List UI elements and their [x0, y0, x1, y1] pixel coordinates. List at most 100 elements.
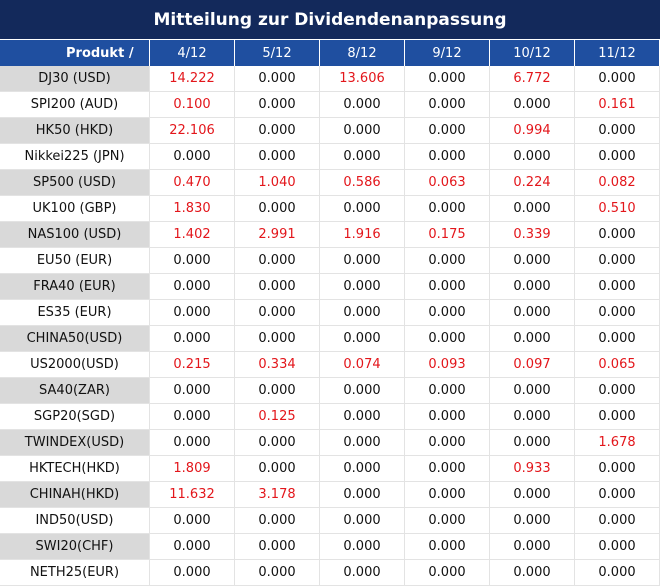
dividend-value: 0.000: [235, 534, 320, 560]
dividend-value: 0.000: [490, 196, 575, 222]
dividend-value: 0.000: [235, 456, 320, 482]
dividend-value: 0.000: [150, 508, 235, 534]
product-name: DJ30 (USD): [0, 66, 150, 92]
dividend-value: 0.000: [320, 92, 405, 118]
dividend-value: 0.000: [320, 300, 405, 326]
dividend-value: 14.222: [150, 66, 235, 92]
dividend-value: 0.000: [320, 248, 405, 274]
product-name: US2000(USD): [0, 352, 150, 378]
dividend-value: 6.772: [490, 66, 575, 92]
product-name: UK100 (GBP): [0, 196, 150, 222]
dividend-value: 0.000: [235, 300, 320, 326]
dividend-value: 0.000: [150, 274, 235, 300]
dividend-value: 0.000: [150, 430, 235, 456]
dividend-value: 0.000: [405, 482, 490, 508]
dividend-value: 0.000: [150, 144, 235, 170]
dividend-value: 0.215: [150, 352, 235, 378]
dividend-value: 1.402: [150, 222, 235, 248]
dividend-value: 0.000: [320, 326, 405, 352]
dividend-value: 0.000: [490, 248, 575, 274]
dividend-value: 0.000: [575, 144, 660, 170]
dividend-value: 0.586: [320, 170, 405, 196]
dividend-value: 22.106: [150, 118, 235, 144]
dividend-value: 0.000: [235, 144, 320, 170]
dividend-value: 0.000: [405, 430, 490, 456]
dividend-value: 0.000: [235, 430, 320, 456]
dividend-value: 0.994: [490, 118, 575, 144]
dividend-value: 0.000: [150, 300, 235, 326]
product-name: EU50 (EUR): [0, 248, 150, 274]
dividend-value: 0.334: [235, 352, 320, 378]
dividend-value: 0.000: [150, 378, 235, 404]
product-name: SP500 (USD): [0, 170, 150, 196]
dividend-value: 0.000: [320, 508, 405, 534]
column-header: Produkt /: [0, 40, 150, 66]
dividend-value: 0.000: [405, 508, 490, 534]
dividend-value: 0.000: [490, 144, 575, 170]
dividend-value: 0.000: [150, 560, 235, 586]
dividend-value: 0.065: [575, 352, 660, 378]
product-name: NAS100 (USD): [0, 222, 150, 248]
dividend-value: 0.000: [405, 404, 490, 430]
dividend-value: 0.000: [405, 274, 490, 300]
dividend-value: 0.000: [150, 326, 235, 352]
dividend-value: 0.000: [320, 534, 405, 560]
product-name: IND50(USD): [0, 508, 150, 534]
dividend-value: 0.000: [405, 456, 490, 482]
dividend-value: 0.000: [490, 482, 575, 508]
product-name: SPI200 (AUD): [0, 92, 150, 118]
dividend-value: 0.000: [490, 404, 575, 430]
dividend-value: 3.178: [235, 482, 320, 508]
dividend-value: 0.000: [235, 118, 320, 144]
dividend-value: 0.000: [235, 92, 320, 118]
column-header: 8/12: [320, 40, 405, 66]
dividend-value: 0.100: [150, 92, 235, 118]
dividend-value: 0.000: [320, 560, 405, 586]
product-name: SWI20(CHF): [0, 534, 150, 560]
dividend-value: 0.093: [405, 352, 490, 378]
dividend-value: 0.000: [575, 508, 660, 534]
dividend-value: 0.000: [490, 92, 575, 118]
dividend-value: 0.000: [405, 534, 490, 560]
dividend-value: 0.000: [490, 326, 575, 352]
dividend-value: 0.097: [490, 352, 575, 378]
dividend-value: 1.040: [235, 170, 320, 196]
dividend-value: 0.510: [575, 196, 660, 222]
dividend-value: 0.000: [575, 456, 660, 482]
dividend-value: 0.000: [320, 118, 405, 144]
dividend-value: 0.000: [235, 196, 320, 222]
dividend-value: 0.063: [405, 170, 490, 196]
dividend-value: 0.000: [405, 92, 490, 118]
dividend-value: 0.000: [490, 430, 575, 456]
dividend-value: 0.224: [490, 170, 575, 196]
column-header: 9/12: [405, 40, 490, 66]
column-header: 4/12: [150, 40, 235, 66]
dividend-value: 0.074: [320, 352, 405, 378]
dividend-value: 0.000: [320, 378, 405, 404]
product-name: FRA40 (EUR): [0, 274, 150, 300]
dividend-value: 0.175: [405, 222, 490, 248]
dividend-value: 0.000: [405, 248, 490, 274]
product-name: HKTECH(HKD): [0, 456, 150, 482]
product-name: NETH25(EUR): [0, 560, 150, 586]
dividend-value: 0.000: [405, 144, 490, 170]
dividend-value: 0.933: [490, 456, 575, 482]
dividend-value: 0.000: [490, 300, 575, 326]
dividend-value: 0.000: [320, 404, 405, 430]
product-name: CHINAH(HKD): [0, 482, 150, 508]
product-name: HK50 (HKD): [0, 118, 150, 144]
dividend-value: 0.082: [575, 170, 660, 196]
dividend-value: 0.470: [150, 170, 235, 196]
dividend-value: 0.000: [320, 430, 405, 456]
dividend-value: 0.000: [575, 560, 660, 586]
dividend-value: 0.339: [490, 222, 575, 248]
dividend-value: 13.606: [320, 66, 405, 92]
column-header: 5/12: [235, 40, 320, 66]
product-name: ES35 (EUR): [0, 300, 150, 326]
dividend-value: 0.000: [575, 326, 660, 352]
dividend-value: 0.000: [490, 378, 575, 404]
dividend-value: 0.000: [490, 508, 575, 534]
dividend-value: 0.000: [150, 534, 235, 560]
dividend-value: 0.161: [575, 92, 660, 118]
